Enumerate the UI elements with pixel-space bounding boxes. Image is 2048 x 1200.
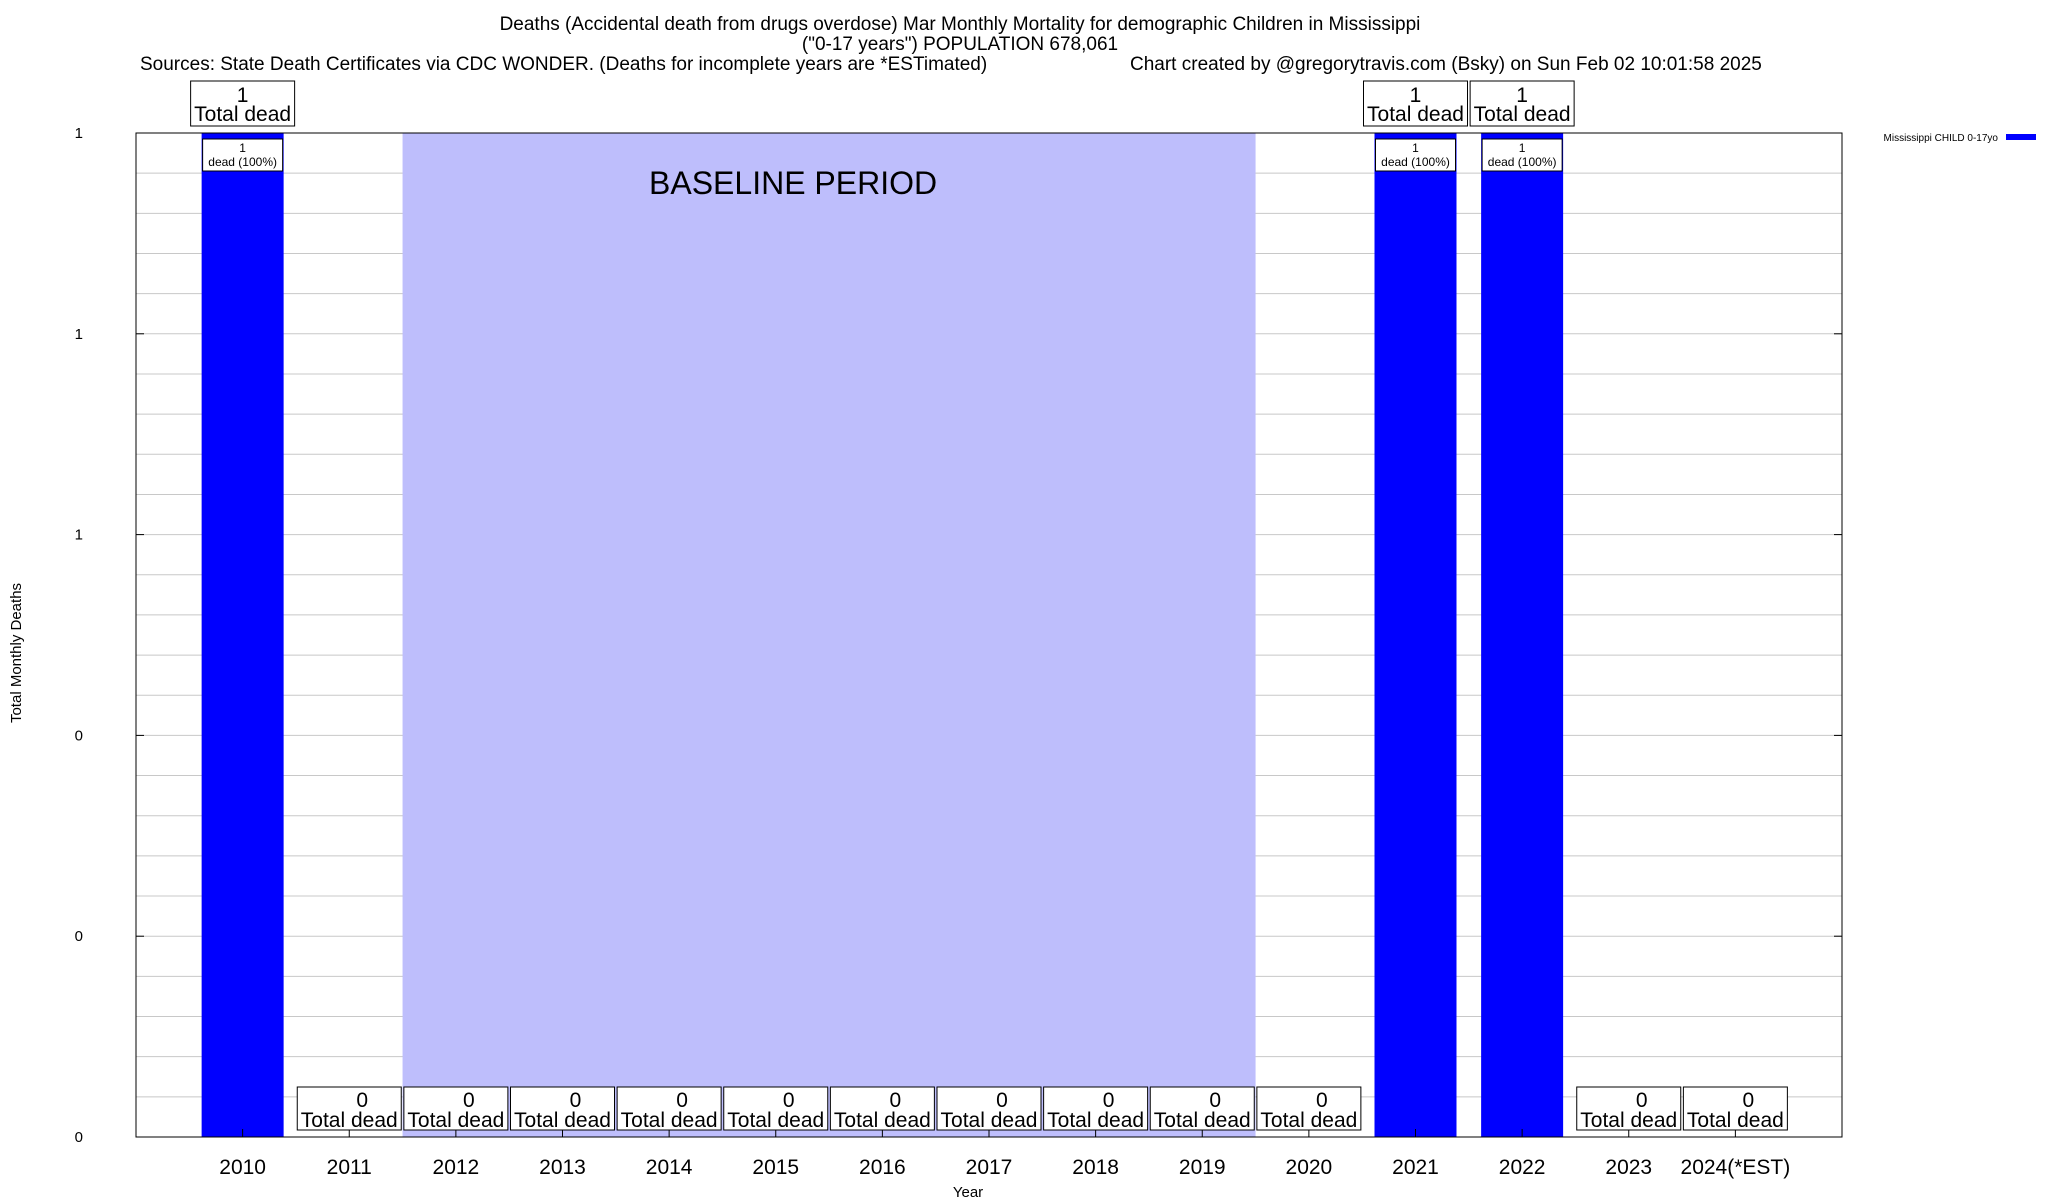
x-tick-label: 2024(*EST) [1681, 1156, 1791, 1179]
x-tick-label: 2022 [1499, 1156, 1546, 1179]
axis-ticks: 0 0 0 1 1 1 2010 2011 2012 2013 2014 2015 2016 2017 20… [75, 125, 1842, 1179]
total-label-box [1149, 1086, 1255, 1131]
total-label-box [1043, 1086, 1149, 1131]
y-tick-label: 1 [75, 125, 83, 142]
bar [1481, 133, 1564, 1137]
total-label-box [190, 80, 296, 127]
x-tick-label: 2012 [433, 1156, 480, 1179]
baseline-period: BASELINE PERIOD [402, 133, 1256, 1137]
y-axis-label: Total Monthly Deaths [8, 583, 25, 723]
total-label-value: 0 [1209, 1089, 1221, 1112]
total-label-value: 0 [1103, 1089, 1115, 1112]
baseline-period-label: BASELINE PERIOD [649, 165, 937, 201]
total-label-text: Total dead [407, 1109, 504, 1132]
total-label-box [723, 1086, 829, 1131]
y-tick-label: 1 [75, 326, 83, 343]
total-label-text: Total dead [194, 103, 291, 126]
bar-inner-label-box [1481, 138, 1563, 172]
x-tick-label: 2019 [1179, 1156, 1226, 1179]
total-label-text: Total dead [1474, 103, 1571, 126]
total-label-value: 0 [1636, 1089, 1648, 1112]
legend-entry-label: Mississippi CHILD 0-17yo [1884, 133, 1999, 144]
x-tick-label: 2014 [646, 1156, 693, 1179]
x-axis-label: Year [953, 1184, 983, 1200]
total-label-value: 0 [463, 1089, 475, 1112]
total-label-value: 1 [1410, 84, 1422, 107]
total-label-text: Total dead [727, 1109, 824, 1132]
x-tick-label: 2018 [1072, 1156, 1119, 1179]
bar-inner-value: 1 [1519, 141, 1526, 155]
x-tick-label: 2016 [859, 1156, 906, 1179]
bar-inner-label-box [202, 138, 284, 172]
total-label-value: 1 [1516, 84, 1528, 107]
total-label-text: Total dead [301, 1109, 398, 1132]
chart-title-line-2: ("0-17 years") POPULATION 678,061 [802, 34, 1118, 55]
x-tick-label: 2021 [1392, 1156, 1439, 1179]
chart-sources: Sources: State Death Certificates via CD… [140, 54, 987, 75]
total-label-box [1576, 1086, 1682, 1131]
chart-title-line-1: Deaths (Accidental death from drugs over… [500, 14, 1421, 35]
bars [201, 133, 1564, 1137]
bar-inner-value: 1 [239, 141, 246, 155]
total-label-box [1256, 1086, 1362, 1131]
total-label-box [296, 1086, 402, 1131]
total-label-text: Total dead [834, 1109, 931, 1132]
x-tick-label: 2020 [1286, 1156, 1333, 1179]
total-label-box [829, 1086, 935, 1131]
total-label-value: 0 [783, 1089, 795, 1112]
total-label-value: 0 [356, 1089, 368, 1112]
total-label-text: Total dead [1687, 1109, 1784, 1132]
x-tick-label: 2017 [966, 1156, 1013, 1179]
bar-inner-label-box [1375, 138, 1456, 172]
total-label-text: Total dead [514, 1109, 611, 1132]
total-label-value: 0 [570, 1089, 582, 1112]
y-tick-label: 0 [75, 1129, 83, 1146]
bar-inner-label: dead (100%) [1381, 155, 1450, 169]
total-label-text: Total dead [621, 1109, 718, 1132]
total-label-box [510, 1086, 615, 1131]
bar-inner-value: 1 [1412, 141, 1419, 155]
total-label-box [1469, 80, 1575, 127]
total-label-text: Total dead [1154, 1109, 1251, 1132]
x-tick-label: 2011 [327, 1156, 372, 1179]
total-label-text: Total dead [1047, 1109, 1144, 1132]
y-tick-label: 1 [75, 527, 83, 544]
bar-inner-label: dead (100%) [208, 155, 277, 169]
chart-credit: Chart created by @gregorytravis.com (Bsk… [1130, 54, 1762, 75]
total-label-text: Total dead [1260, 1109, 1357, 1132]
y-tick-label: 0 [75, 727, 83, 744]
x-tick-label: 2015 [752, 1156, 799, 1179]
total-label-text: Total dead [1367, 103, 1464, 126]
total-label-value: 0 [1743, 1089, 1755, 1112]
x-tick-label: 2010 [219, 1156, 266, 1179]
total-label-box [1363, 80, 1468, 127]
total-label-text: Total dead [1580, 1109, 1677, 1132]
legend-entry-swatch [2006, 134, 2036, 140]
total-label-value: 0 [996, 1089, 1008, 1112]
total-label-box [616, 1086, 722, 1131]
total-label-box [1682, 1086, 1788, 1131]
baseline-period-shade [402, 133, 1256, 1137]
total-label-box [403, 1086, 509, 1131]
bar-inner-label: dead (100%) [1488, 155, 1557, 169]
bar [201, 133, 284, 1137]
total-label-value: 0 [1316, 1089, 1328, 1112]
y-tick-label: 0 [75, 928, 83, 945]
x-tick-label: 2013 [539, 1156, 586, 1179]
legend: Mississippi CHILD 0-17yo [1884, 133, 2036, 144]
x-tick-label: 2023 [1605, 1156, 1652, 1179]
total-label-text: Total dead [941, 1109, 1038, 1132]
total-label-box [936, 1086, 1042, 1131]
total-label-value: 0 [676, 1089, 688, 1112]
total-label-value: 1 [237, 84, 249, 107]
bar [1374, 133, 1457, 1137]
total-label-value: 0 [890, 1089, 902, 1112]
